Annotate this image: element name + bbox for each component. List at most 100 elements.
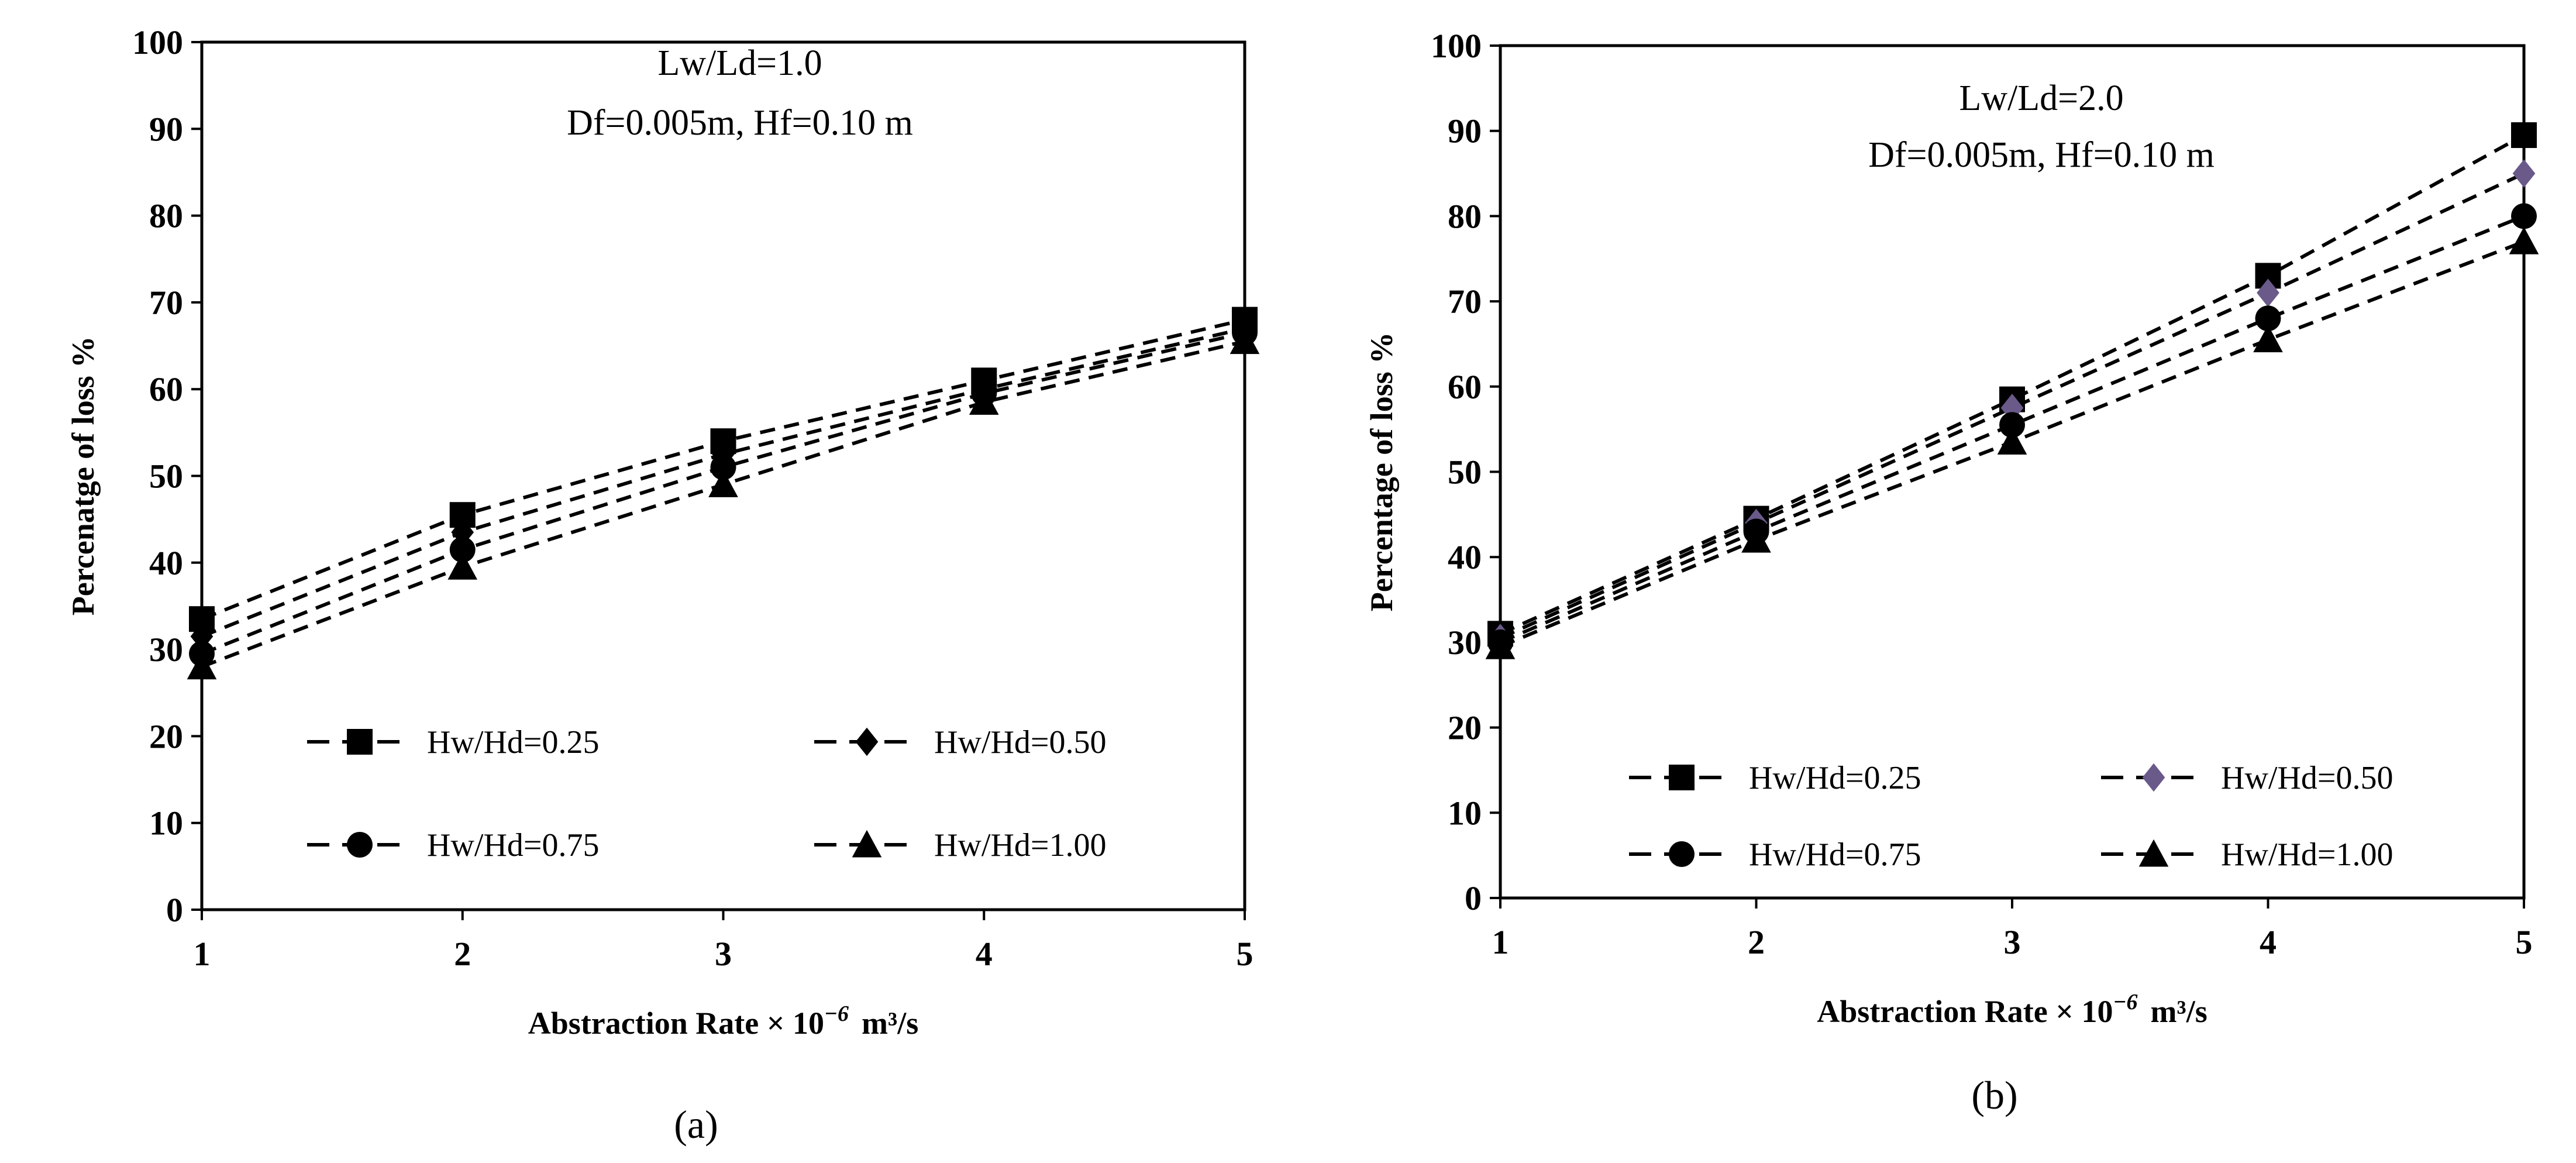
x-tick-label: 2 bbox=[1748, 923, 1765, 961]
legend-item: Hw/Hd=1.00 bbox=[814, 827, 1106, 863]
y-tick-label: 70 bbox=[1448, 283, 1482, 321]
x-tick-label: 5 bbox=[1237, 935, 1253, 973]
x-axis-title-unit: m³/s bbox=[862, 1006, 918, 1041]
x-tick-label: 4 bbox=[976, 935, 993, 973]
y-tick-label: 90 bbox=[1448, 112, 1482, 150]
data-point bbox=[2512, 159, 2536, 188]
x-tick-label: 3 bbox=[2004, 923, 2021, 961]
series-line bbox=[201, 339, 1245, 669]
legend-marker bbox=[2142, 763, 2165, 792]
annotation-text: Df=0.005m, Hf=0.10 m bbox=[567, 103, 913, 143]
data-point bbox=[1230, 326, 1260, 355]
y-tick-label: 100 bbox=[132, 23, 183, 61]
panel-caption: (b) bbox=[1971, 1073, 2017, 1117]
legend-label: Hw/Hd=0.25 bbox=[1749, 760, 1921, 796]
x-axis-title: Abstraction Rate × 10−6 m³/s bbox=[528, 1002, 918, 1041]
data-point bbox=[1999, 412, 2025, 438]
series-3 bbox=[187, 326, 1260, 680]
x-axis-title-unit: m³/s bbox=[2151, 994, 2207, 1029]
x-axis-title: Abstraction Rate × 10−6 m³/s bbox=[1817, 990, 2207, 1029]
series-line bbox=[1499, 171, 2525, 640]
x-tick-label: 2 bbox=[454, 935, 471, 973]
y-tick-label: 80 bbox=[1448, 197, 1482, 235]
y-tick-label: 50 bbox=[1448, 453, 1482, 491]
y-tick-label: 10 bbox=[1448, 794, 1482, 832]
data-point bbox=[1997, 427, 2027, 455]
legend-item: Hw/Hd=0.50 bbox=[2101, 760, 2393, 796]
annotation-text: Lw/Ld=1.0 bbox=[657, 43, 822, 83]
data-point bbox=[710, 454, 736, 480]
legend-marker bbox=[347, 832, 373, 858]
legend-item: Hw/Hd=0.25 bbox=[307, 724, 599, 761]
x-axis-title-exponent: −6 bbox=[2113, 990, 2137, 1014]
legend-item: Hw/Hd=0.50 bbox=[814, 724, 1106, 761]
data-point bbox=[708, 470, 738, 497]
series-0 bbox=[1487, 122, 2537, 647]
y-tick-label: 90 bbox=[149, 110, 183, 148]
legend-label: Hw/Hd=0.25 bbox=[427, 724, 599, 761]
panel-caption: (a) bbox=[674, 1102, 718, 1147]
legend-label: Hw/Hd=0.75 bbox=[427, 827, 599, 863]
legend-label: Hw/Hd=1.00 bbox=[2221, 837, 2393, 873]
y-tick-label: 70 bbox=[149, 284, 183, 322]
legend-item: Hw/Hd=0.75 bbox=[307, 827, 599, 863]
annotation-text: Lw/Ld=2.0 bbox=[1959, 78, 2123, 118]
y-axis-title: Percentage of loss % bbox=[1364, 332, 1399, 611]
x-axis-title-exponent: −6 bbox=[824, 1002, 849, 1026]
data-point bbox=[2509, 226, 2539, 254]
y-tick-label: 0 bbox=[166, 891, 183, 929]
y-tick-label: 50 bbox=[149, 457, 183, 496]
data-point bbox=[1741, 525, 1771, 553]
legend-item: Hw/Hd=0.75 bbox=[1629, 837, 1921, 873]
data-point bbox=[2255, 305, 2281, 332]
y-tick-label: 20 bbox=[1448, 709, 1482, 747]
legend-label: Hw/Hd=0.50 bbox=[2221, 760, 2393, 796]
data-point bbox=[969, 387, 999, 415]
y-tick-label: 10 bbox=[149, 804, 183, 842]
y-tick-label: 80 bbox=[149, 197, 183, 235]
chart-panel-0: 0 10 20 30 40 50 60 70 80 90 100 1 2 3 4 5 Percenatge of… bbox=[66, 23, 1260, 1147]
x-tick-label: 5 bbox=[2516, 923, 2533, 961]
data-point bbox=[1485, 631, 1516, 659]
legend-label: Hw/Hd=0.50 bbox=[934, 724, 1106, 761]
legend-marker bbox=[1669, 765, 1695, 790]
legend-item: Hw/Hd=0.25 bbox=[1629, 760, 1921, 796]
x-tick-label: 4 bbox=[2260, 923, 2277, 961]
x-tick-label: 1 bbox=[194, 935, 211, 973]
y-tick-label: 30 bbox=[1448, 624, 1482, 662]
legend-marker bbox=[852, 830, 882, 858]
legend-label: Hw/Hd=1.00 bbox=[934, 827, 1106, 863]
data-point bbox=[187, 652, 217, 680]
x-tick-label: 1 bbox=[1492, 923, 1509, 961]
y-tick-label: 60 bbox=[1448, 368, 1482, 406]
data-point bbox=[2511, 122, 2537, 148]
data-point bbox=[447, 552, 478, 580]
data-point bbox=[449, 536, 476, 563]
y-tick-label: 40 bbox=[1448, 538, 1482, 576]
x-axis-title-main: Abstraction Rate × 10 bbox=[1817, 994, 2113, 1029]
annotation-text: Df=0.005m, Hf=0.10 m bbox=[1868, 135, 2215, 175]
legend-item: Hw/Hd=1.00 bbox=[2101, 837, 2393, 873]
legend-label: Hw/Hd=0.75 bbox=[1749, 837, 1921, 873]
y-tick-label: 20 bbox=[149, 717, 183, 755]
y-tick-label: 40 bbox=[149, 544, 183, 582]
chart-panel-1: 0 10 20 30 40 50 60 70 80 90 100 1 2 3 4 5 Percentage of… bbox=[1364, 27, 2539, 1117]
series-line bbox=[1499, 214, 2525, 644]
data-point bbox=[2000, 394, 2024, 422]
y-tick-label: 30 bbox=[149, 631, 183, 669]
data-point bbox=[190, 622, 213, 651]
series-3 bbox=[1485, 226, 2539, 659]
series-line bbox=[1499, 133, 2525, 636]
y-tick-label: 0 bbox=[1465, 879, 1482, 917]
x-axis-title-main: Abstraction Rate × 10 bbox=[528, 1006, 824, 1041]
y-axis-title: Percenatge of loss % bbox=[66, 336, 101, 615]
data-point bbox=[2257, 278, 2279, 307]
legend-marker bbox=[1669, 841, 1695, 867]
data-point bbox=[2253, 325, 2283, 353]
legend-marker bbox=[855, 727, 879, 756]
x-tick-label: 3 bbox=[715, 935, 732, 973]
y-tick-label: 100 bbox=[1431, 27, 1482, 65]
legend-marker bbox=[347, 729, 373, 755]
legend-marker bbox=[2138, 839, 2169, 867]
